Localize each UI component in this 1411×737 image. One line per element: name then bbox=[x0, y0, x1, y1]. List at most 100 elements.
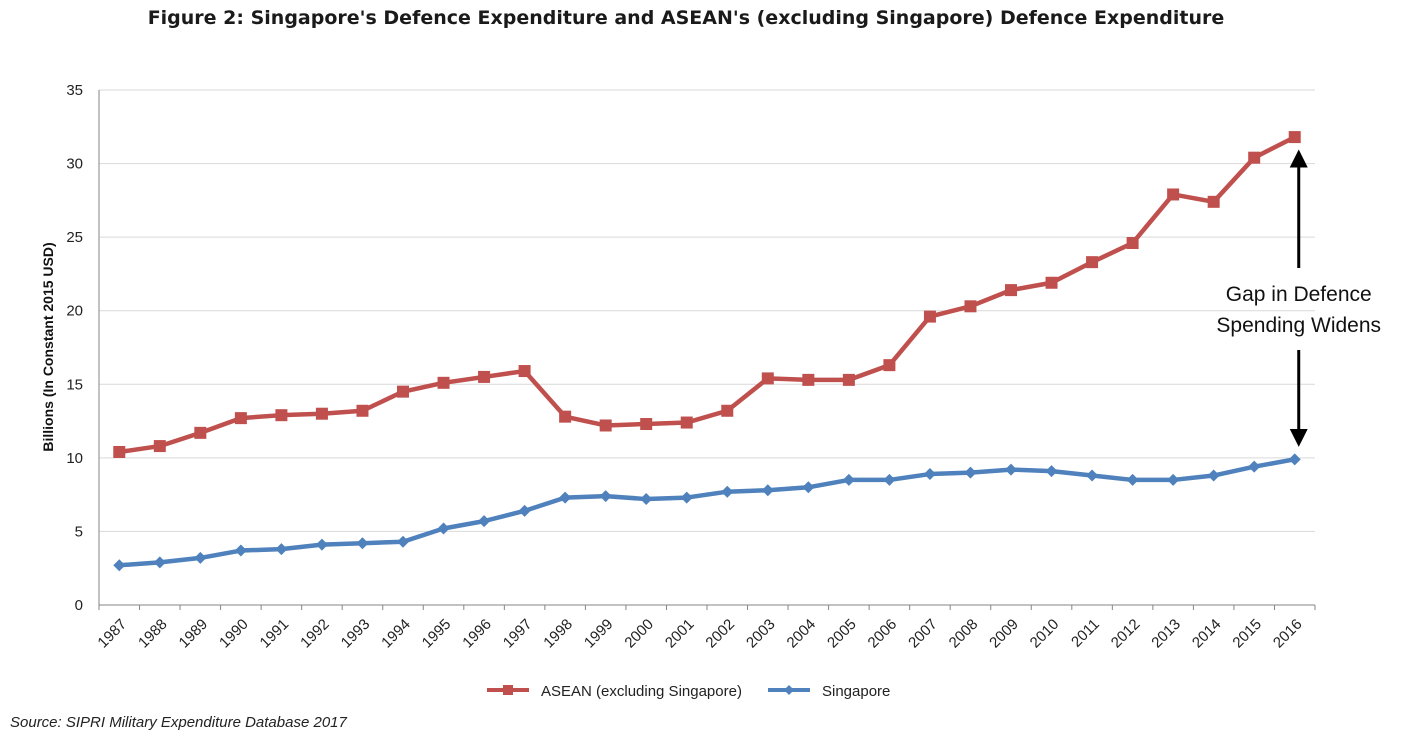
data-point bbox=[923, 468, 936, 481]
x-tick-label: 2011 bbox=[1068, 616, 1103, 651]
data-point bbox=[761, 484, 774, 497]
x-tick-label: 2009 bbox=[986, 616, 1022, 652]
data-point bbox=[640, 418, 653, 431]
data-point bbox=[275, 543, 288, 556]
data-point bbox=[113, 559, 126, 572]
x-tick-label: 2000 bbox=[621, 616, 657, 652]
data-point bbox=[194, 551, 207, 564]
data-point bbox=[437, 376, 450, 389]
annotation-line-2: Spending Widens bbox=[1216, 314, 1381, 337]
data-point bbox=[559, 410, 572, 423]
data-point bbox=[275, 409, 288, 422]
data-point bbox=[437, 522, 450, 535]
legend: ASEAN (excluding Singapore) Singapore bbox=[487, 683, 890, 700]
data-point bbox=[478, 370, 491, 383]
x-tick-label: 1987 bbox=[94, 616, 130, 652]
data-point bbox=[721, 485, 734, 498]
data-point bbox=[356, 404, 369, 417]
legend-label: ASEAN (excluding Singapore) bbox=[541, 683, 742, 700]
x-tick-label: 1995 bbox=[419, 616, 455, 652]
x-tick-label: 1996 bbox=[459, 616, 495, 652]
x-tick-label: 1990 bbox=[216, 616, 252, 652]
gap-annotation: Gap in Defence Spending Widens bbox=[1216, 149, 1381, 447]
series-1 bbox=[113, 453, 1301, 572]
y-tick-label: 15 bbox=[66, 376, 83, 393]
y-tick-label: 10 bbox=[66, 450, 83, 467]
x-tick-label: 2012 bbox=[1108, 616, 1144, 652]
data-point bbox=[113, 445, 126, 458]
data-point bbox=[964, 300, 977, 313]
y-tick-label: 0 bbox=[75, 597, 83, 614]
x-tick-label: 2006 bbox=[865, 616, 901, 652]
x-tick-label: 1994 bbox=[378, 616, 414, 652]
data-point bbox=[883, 359, 896, 372]
legend-label: Singapore bbox=[822, 683, 890, 700]
x-tick-label: 2001 bbox=[662, 616, 698, 652]
x-tick-label: 1999 bbox=[581, 616, 617, 652]
data-point bbox=[842, 373, 855, 386]
x-tick-label: 1992 bbox=[297, 616, 333, 652]
data-point bbox=[1207, 469, 1220, 482]
data-point bbox=[1288, 131, 1301, 144]
y-tick-label: 30 bbox=[66, 156, 83, 173]
data-point bbox=[518, 365, 531, 378]
x-tick-label: 2004 bbox=[784, 616, 820, 652]
x-tick-label: 2007 bbox=[905, 616, 941, 652]
y-tick-label: 35 bbox=[66, 82, 83, 99]
data-point bbox=[1288, 453, 1301, 466]
data-point bbox=[802, 373, 815, 386]
data-point bbox=[1045, 465, 1058, 478]
data-point bbox=[1167, 188, 1180, 201]
data-point bbox=[356, 537, 369, 550]
data-point bbox=[599, 490, 612, 503]
data-point bbox=[761, 372, 774, 385]
x-tick-label: 2014 bbox=[1189, 616, 1225, 652]
data-point bbox=[640, 493, 653, 506]
data-point bbox=[1086, 256, 1099, 269]
data-point bbox=[842, 473, 855, 486]
series-line bbox=[119, 457, 1296, 568]
data-point bbox=[1248, 460, 1261, 473]
data-point bbox=[1248, 151, 1261, 164]
x-tick-label: 1988 bbox=[135, 616, 171, 652]
legend-marker bbox=[503, 685, 513, 695]
series-layer bbox=[113, 131, 1301, 572]
data-point bbox=[194, 426, 207, 439]
gridlines bbox=[99, 89, 1315, 532]
data-point bbox=[153, 556, 166, 569]
data-point bbox=[923, 310, 936, 323]
data-point bbox=[599, 419, 612, 432]
x-tick-label: 2015 bbox=[1229, 616, 1265, 652]
data-point bbox=[518, 504, 531, 517]
legend-item: Singapore bbox=[768, 683, 890, 700]
data-point bbox=[1207, 195, 1220, 208]
data-point bbox=[234, 544, 247, 557]
data-point bbox=[234, 412, 247, 425]
x-tick-label: 2010 bbox=[1027, 616, 1063, 652]
y-tick-label: 25 bbox=[66, 229, 83, 246]
data-point bbox=[1086, 469, 1099, 482]
data-point bbox=[397, 385, 409, 398]
data-point bbox=[1126, 473, 1139, 486]
y-axis-label: Billions (In Constant 2015 USD) bbox=[40, 242, 56, 451]
data-point bbox=[1005, 284, 1017, 297]
x-tick-label: 2016 bbox=[1270, 616, 1306, 652]
x-tick-label: 2005 bbox=[824, 616, 860, 652]
data-point bbox=[315, 538, 328, 551]
x-tick-label: 1993 bbox=[338, 616, 374, 652]
x-tick-label: 1989 bbox=[176, 616, 212, 652]
data-point bbox=[680, 416, 693, 429]
data-point bbox=[478, 515, 491, 528]
series-line bbox=[118, 135, 1296, 455]
data-point bbox=[1045, 276, 1058, 289]
x-axis: 1987 1988 1989 1990 1991 1992 1993 1994 1995 1996… bbox=[94, 604, 1316, 652]
chart-title: Figure 2: Singapore's Defence Expenditur… bbox=[148, 7, 1225, 29]
data-point bbox=[1167, 473, 1180, 486]
data-point bbox=[1005, 463, 1017, 476]
y-tick-label: 5 bbox=[75, 523, 83, 540]
data-point bbox=[964, 466, 977, 479]
x-tick-label: 1991 bbox=[257, 616, 293, 652]
legend-item: ASEAN (excluding Singapore) bbox=[487, 683, 742, 700]
data-point bbox=[397, 535, 409, 548]
